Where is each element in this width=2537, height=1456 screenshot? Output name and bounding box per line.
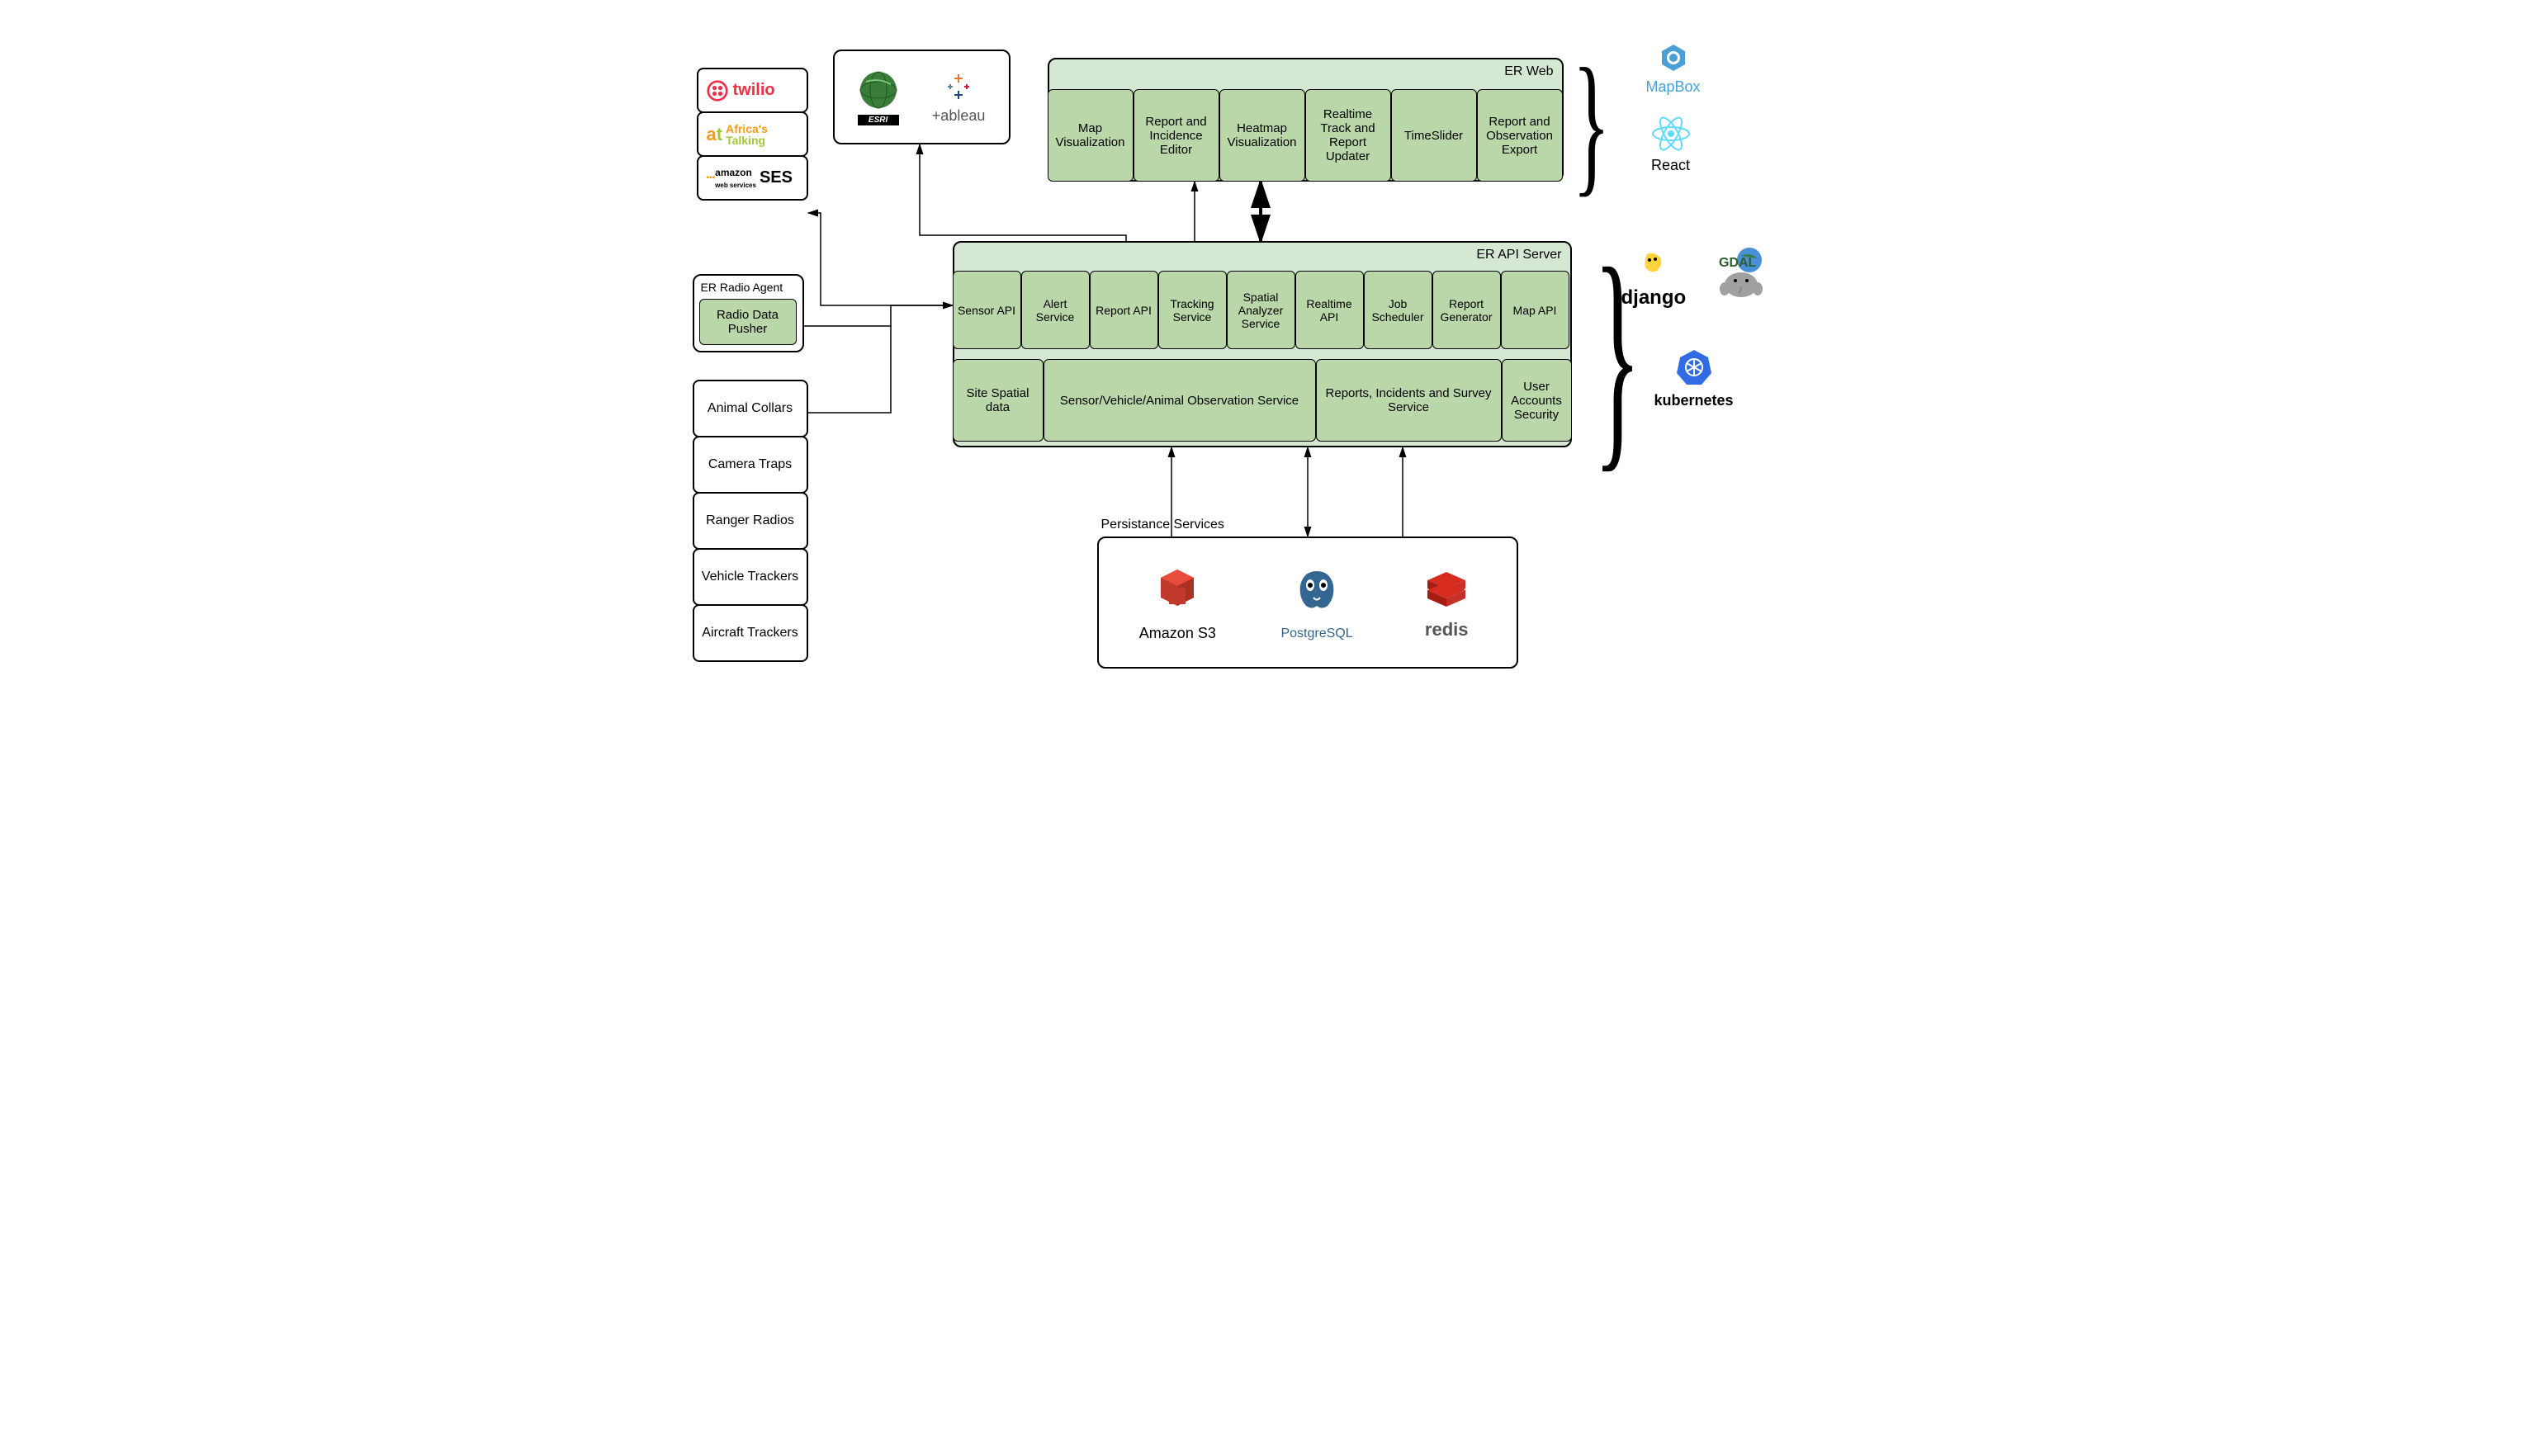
er-web-component: Realtime Track and Report Updater [1305,89,1391,182]
er-api-component: Spatial Analyzer Service [1227,271,1295,349]
persistence-title: Persistance Services [1101,518,1224,532]
er-radio-agent-title: ER Radio Agent [701,281,783,294]
persistence-container: Amazon S3 PostgreSQL redis [1097,537,1518,669]
kubernetes-logo: kubernetes [1654,347,1734,409]
er-api-component: Report API [1090,271,1158,349]
twilio-label: twilio [733,81,775,100]
svg-text:GDAL: GDAL [1719,256,1757,270]
er-web-component: Report and Incidence Editor [1134,89,1219,182]
data-source-item: Camera Traps [693,436,808,494]
esri-logo: ESRI [858,69,899,125]
radio-data-pusher: Radio Data Pusher [699,299,797,345]
amazon-ses-logo: ▪▪▪ amazonweb services SES [697,155,808,201]
er-api-component: Tracking Service [1158,271,1227,349]
data-source-item: Animal Collars [693,380,808,437]
data-source-item: Aircraft Trackers [693,604,808,662]
er-api-component: Alert Service [1021,271,1090,349]
er-api-service: User Accounts Security [1502,359,1572,442]
twilio-logo: twilio [697,68,808,113]
postgresql-logo: PostgreSQL [1280,565,1352,641]
er-web-component: Heatmap Visualization [1219,89,1305,182]
er-api-service: Sensor/Vehicle/Animal Observation Servic… [1044,359,1316,442]
react-logo: React [1650,116,1692,174]
bi-tools-box: ESRI +ableau [833,50,1011,144]
er-web-component: Report and Observation Export [1477,89,1563,182]
external-services-stack: twilio at Africa'sTalking ▪▪▪ amazonweb … [697,68,808,199]
redis-logo: redis [1418,565,1475,641]
er-web-component: TimeSlider [1391,89,1477,182]
er-api-component: Report Generator [1432,271,1501,349]
django-logo: django [1621,248,1687,310]
africas-talking-logo: at Africa'sTalking [697,111,808,157]
er-api-title: ER API Server [1476,248,1561,262]
architecture-canvas: twilio at Africa'sTalking ▪▪▪ amazonweb … [635,0,1903,728]
er-api-component: Job Scheduler [1364,271,1432,349]
er-api-component: Sensor API [953,271,1021,349]
er-api-component: Map API [1501,271,1569,349]
er-web-brace: } [1572,45,1610,202]
er-api-service: Reports, Incidents and Survey Service [1316,359,1502,442]
amazon-s3-logo: Amazon S3 [1139,563,1216,642]
er-web-title: ER Web [1504,64,1553,79]
data-source-item: Vehicle Trackers [693,548,808,606]
er-api-component: Realtime API [1295,271,1364,349]
mapbox-logo: MapBox [1646,41,1701,96]
tableau-logo: +ableau [932,70,986,125]
data-source-item: Ranger Radios [693,492,808,550]
gdal-logo: GDAL [1704,243,1770,305]
er-api-service: Site Spatial data [953,359,1044,442]
er-web-component: Map Visualization [1048,89,1134,182]
